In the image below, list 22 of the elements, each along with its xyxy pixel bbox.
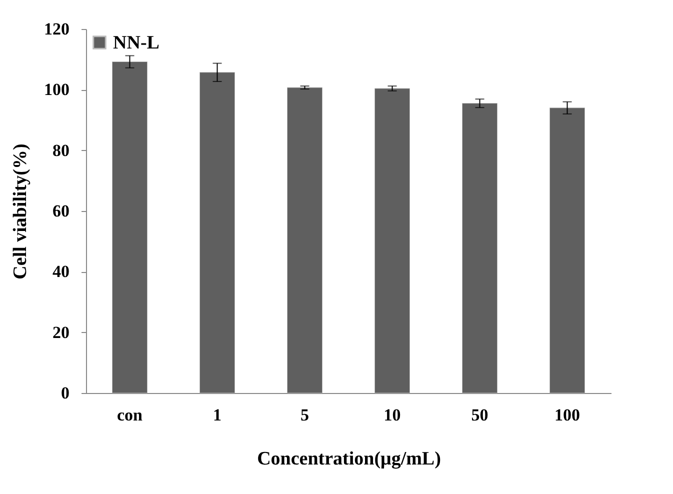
y-tick-label: 60	[52, 202, 70, 220]
legend-label: NN-L	[113, 32, 160, 54]
bar	[550, 108, 585, 394]
x-tick-label: 5	[300, 406, 309, 424]
bar	[462, 103, 498, 394]
y-tick-label: 20	[52, 322, 70, 342]
y-tick-label: 100	[44, 80, 70, 100]
x-tick-label: 1	[213, 406, 222, 424]
bar	[200, 72, 235, 394]
x-tick-label: con	[117, 406, 144, 424]
y-axis-title: Cell viability(%)	[10, 144, 31, 280]
y-tick-label: 120	[44, 20, 70, 38]
x-tick-label: 10	[384, 406, 401, 424]
bar	[374, 88, 410, 394]
y-tick-label: 0	[61, 384, 70, 402]
x-tick-label: 50	[471, 406, 488, 424]
x-axis-title: Concentration(μg/mL)	[257, 448, 441, 470]
y-tick-label: 80	[52, 140, 70, 160]
bar	[287, 87, 322, 394]
bar	[112, 62, 148, 394]
x-tick-label: 100	[554, 406, 580, 424]
y-tick-label: 40	[52, 262, 70, 282]
